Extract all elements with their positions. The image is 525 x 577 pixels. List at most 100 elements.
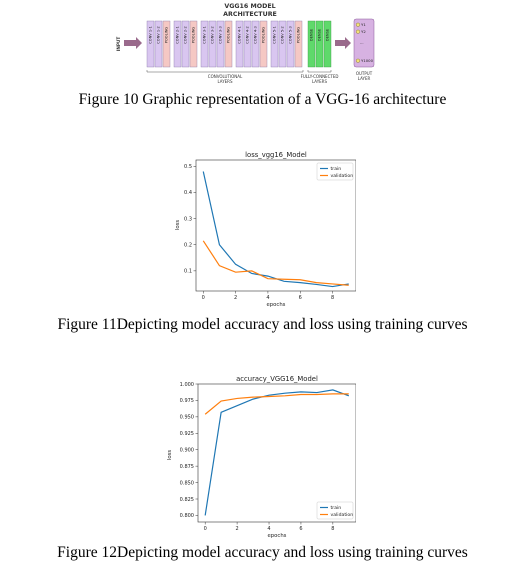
conv-layer (251, 20, 260, 68)
accuracy-y-tick-label: 0.825 (180, 497, 194, 503)
conv-layer (286, 20, 295, 68)
fc-group-label: FULLY-CONNECTED (301, 74, 339, 79)
output-item-label: Y1000 (361, 58, 374, 63)
layer-label: CONV 3-1 (203, 26, 207, 44)
dense-label: DENSE (318, 28, 322, 41)
dense-layer (307, 20, 316, 68)
conv-group-label: CONVOLUTIONAL (208, 74, 243, 79)
accuracy-x-tick-label: 6 (299, 526, 302, 532)
accuracy-x-tick-label: 8 (331, 526, 334, 532)
output-node-icon (355, 22, 360, 27)
layer-label: CONV 3-3 (219, 26, 223, 44)
loss-x-tick-label: 6 (299, 295, 302, 301)
conv-layer (200, 20, 209, 68)
accuracy-x-tick-label: 4 (267, 526, 270, 532)
conv-layer (154, 20, 163, 68)
loss-x-tick-label: 8 (331, 295, 334, 301)
loss-plot-area (195, 159, 356, 292)
loss-x-tick-label: 4 (266, 295, 269, 301)
output-item-label: Y2 (361, 29, 366, 34)
output-node-icon (355, 58, 360, 63)
layer-label: POOLING (262, 27, 266, 44)
accuracy-series-validation (204, 393, 349, 415)
accuracy-y-tick-label: 0.800 (180, 513, 194, 519)
accuracy-series-train (204, 389, 350, 516)
output-item-label: ... (360, 40, 364, 45)
conv-layer (208, 20, 217, 68)
accuracy-y-tick-label: 0.900 (180, 448, 194, 454)
loss-y-tick-label: 0.5 (184, 164, 192, 170)
output-item-label: Y1 (361, 22, 366, 27)
output-arrow-icon (335, 37, 351, 49)
layer-label: CONV 5-2 (281, 26, 285, 44)
layer-label: CONV 4-3 (254, 26, 258, 44)
accuracy-legend-label: validation (331, 512, 354, 518)
dense-label: DENSE (326, 28, 330, 41)
conv-group-label-2: LAYERS (217, 79, 232, 84)
input-arrow-icon (124, 37, 142, 49)
layer-label: CONV 2-2 (184, 26, 188, 44)
output-layer-label: OUTPUT (356, 71, 373, 76)
loss-chart-xlabel: epochs (267, 302, 286, 308)
pooling-layer (259, 20, 268, 68)
vgg16-architecture-diagram: VGG16 MODEL ARCHITECTURE INPUT CONV 1-1 CO… (116, 3, 375, 84)
conv-layer (243, 20, 252, 68)
layer-label: POOLING (192, 27, 196, 44)
loss-chart-ylabel: loss (175, 220, 181, 230)
accuracy-chart-title: accuracy_VGG16_Model (236, 375, 318, 383)
loss-y-tick-label: 0.2 (184, 243, 192, 249)
accuracy-y-tick-label: 0.950 (180, 415, 194, 421)
conv-layer (146, 20, 155, 68)
accuracy-legend-label: train (331, 505, 342, 511)
accuracy-plot-area (197, 383, 356, 523)
output-layer-label-2: LAYER (358, 76, 371, 81)
conv-layer (235, 20, 244, 68)
layer-label: CONV 1-1 (149, 26, 153, 44)
input-label: INPUT (116, 37, 121, 52)
figure-11-caption: Figure 11Depicting model accuracy and lo… (57, 316, 468, 333)
pooling-layer (162, 20, 171, 68)
loss-legend-label: train (331, 166, 342, 172)
layer-label: CONV 2-1 (176, 26, 180, 44)
layer-label: POOLING (165, 27, 169, 44)
figure-12-caption: Figure 12Depicting model accuracy and lo… (57, 544, 468, 561)
accuracy-y-tick-label: 0.925 (180, 431, 194, 437)
loss-x-tick-label: 2 (234, 295, 237, 301)
vgg-title-line1: VGG16 MODEL (224, 3, 275, 10)
vgg-title-line2: ARCHITECTURE (223, 11, 277, 18)
loss-chart: loss_vgg16_Model epochs loss 0 2 4 6 8 0.1 0.2… (175, 151, 356, 308)
layer-label: CONV 5-1 (273, 26, 277, 44)
accuracy-x-tick-label: 0 (204, 526, 207, 532)
conv-layers-brace (146, 70, 304, 73)
loss-y-tick-label: 0.3 (184, 216, 192, 222)
accuracy-chart: accuracy_VGG16_Model epochs loss 0 2 4 6 8 0.… (167, 375, 356, 539)
output-node-icon (355, 29, 360, 34)
pooling-layer (189, 20, 198, 68)
layer-label: POOLING (297, 27, 301, 44)
layer-label: CONV 1-2 (157, 26, 161, 44)
loss-series-validation (202, 240, 349, 286)
loss-x-tick-label: 0 (202, 295, 205, 301)
layer-label: CONV 4-2 (246, 26, 250, 44)
conv-layer (216, 20, 225, 68)
layer-label: CONV 5-3 (289, 26, 293, 44)
loss-y-tick-label: 0.4 (184, 190, 192, 196)
figure-10-caption: Figure 10 Graphic representation of a VG… (78, 91, 447, 108)
accuracy-chart-ylabel: loss (167, 450, 173, 460)
loss-y-tick-label: 0.1 (184, 269, 192, 275)
dense-layer (315, 20, 324, 68)
conv-layer (278, 20, 287, 68)
fc-group-label-2: LAYERS (312, 79, 327, 84)
pooling-layer (224, 20, 233, 68)
accuracy-y-tick-label: 1.000 (180, 382, 194, 388)
layer-label: CONV 4-1 (238, 26, 242, 44)
layer-label: CONV 3-2 (211, 26, 215, 44)
accuracy-y-tick-label: 0.875 (180, 464, 194, 470)
loss-legend-label: validation (331, 173, 354, 179)
accuracy-y-tick-label: 0.975 (180, 398, 194, 404)
accuracy-chart-xlabel: epochs (268, 533, 287, 539)
conv-layer (181, 20, 190, 68)
layer-label: POOLING (227, 27, 231, 44)
accuracy-x-tick-label: 2 (236, 526, 239, 532)
dense-label: DENSE (310, 28, 314, 41)
